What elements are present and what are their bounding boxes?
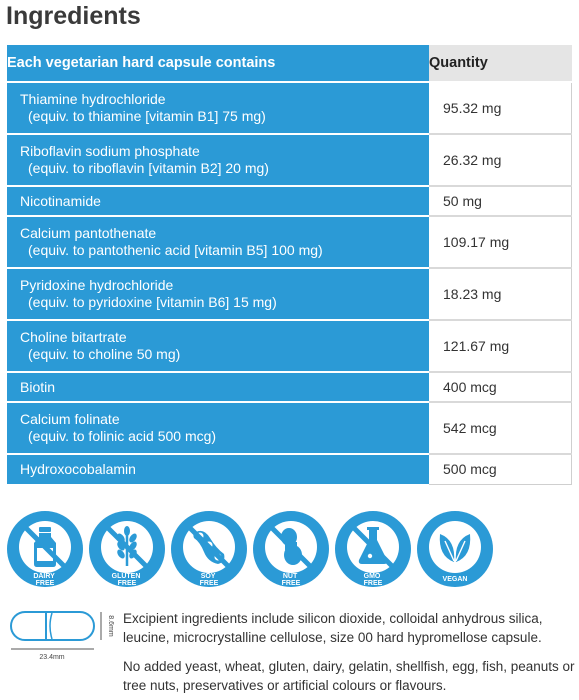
capsule-width-label: 8.6mm [107,615,114,637]
dietary-badges: DAIRY FREE GLUTEN FREE [6,510,566,590]
badge-label-line1: GMO [364,573,381,580]
svg-text:VEGAN: VEGAN [443,576,468,583]
table-row: Calcium pantothenate (equiv. to pantothe… [7,215,572,268]
badge-label-line2: FREE [36,580,55,587]
table-row: Choline bitartrate (equiv. to choline 50… [7,319,572,372]
ingredient-equivalent: (equiv. to riboflavin [vitamin B2] 20 mg… [28,160,269,176]
svg-text:NUT FREE: NUT FREE [282,573,301,587]
table-row: Riboflavin sodium phosphate (equiv. to r… [7,133,572,186]
table-row: Biotin 400 mcg [7,371,572,402]
ingredient-equivalent: (equiv. to folinic acid 500 mcg) [28,428,217,444]
dairy-free-badge: DAIRY FREE [6,510,84,588]
capsule-length-label: 23.4mm [39,654,64,661]
badge-label-line2: FREE [118,580,137,587]
quantity-cell: 121.67 mg [429,319,572,372]
table-row: Hydroxocobalamin 500 mcg [7,453,572,485]
ingredient-name: Nicotinamide [20,192,101,209]
ingredient-cell: Thiamine hydrochloride (equiv. to thiami… [7,81,429,134]
ingredient-name: Pyridoxine hydrochloride [20,277,174,293]
leaves-icon [439,534,471,562]
ingredient-cell: Riboflavin sodium phosphate (equiv. to r… [7,133,429,186]
ingredient-cell: Nicotinamide [7,185,429,216]
capsule-icon [10,611,95,641]
table-row: Calcium folinate (equiv. to folinic acid… [7,401,572,454]
no-added-note: No added yeast, wheat, gluten, dairy, ge… [123,659,575,693]
ingredient-cell: Pyridoxine hydrochloride (equiv. to pyri… [7,267,429,320]
excipients-note: Excipient ingredients include silicon di… [123,611,543,645]
quantity-cell: 18.23 mg [429,267,572,320]
ingredient-name: Thiamine hydrochloride [20,91,166,107]
vegan-badge: VEGAN [416,510,494,588]
badge-label-line2: FREE [364,580,383,587]
ingredient-name: Choline bitartrate [20,329,127,345]
prohibition-slash-icon [352,526,394,568]
ingredient-name: Riboflavin sodium phosphate [20,143,200,159]
ingredient-cell: Calcium pantothenate (equiv. to pantothe… [7,215,429,268]
ingredient-name: Calcium folinate [20,411,120,427]
nut-free-badge: NUT FREE [252,510,330,588]
quantity-cell: 542 mcg [429,401,572,454]
prohibition-slash-icon [106,526,148,568]
quantity-cell: 26.32 mg [429,133,572,186]
quantity-cell: 400 mcg [429,371,572,402]
ingredient-cell: Hydroxocobalamin [7,453,429,484]
ingredient-cell: Choline bitartrate (equiv. to choline 50… [7,319,429,372]
ingredient-name: Hydroxocobalamin [20,461,136,477]
quantity-cell: 500 mcg [429,453,572,485]
svg-text:GLUTEN FREE: GLUTEN FREE [112,573,143,587]
ingredients-table: Each vegetarian hard capsule contains Qu… [7,45,572,485]
ingredient-equivalent: (equiv. to choline 50 mg) [28,346,181,362]
prohibition-slash-icon [24,526,66,568]
page-title: Ingredients [6,2,141,30]
capsule-diagram: 23.4mm 8.6mm [8,606,118,664]
gmo-free-badge: GMO FREE [334,510,412,588]
table-row: Nicotinamide 50 mg [7,185,572,216]
svg-text:GMO FREE: GMO FREE [364,573,383,587]
quantity-cell: 95.32 mg [429,82,572,134]
table-row: Pyridoxine hydrochloride (equiv. to pyri… [7,267,572,320]
ingredient-cell: Biotin [7,371,429,402]
badge-label-line2: FREE [282,580,301,587]
header-ingredient: Each vegetarian hard capsule contains [7,45,429,83]
svg-text:DAIRY FREE: DAIRY FREE [33,573,56,587]
header-quantity: Quantity [429,45,572,83]
ingredient-equivalent: (equiv. to pyridoxine [vitamin B6] 15 mg… [28,294,277,310]
ingredient-equivalent: (equiv. to pantothenic acid [vitamin B5]… [28,242,323,258]
soy-free-badge: SOY FREE [170,510,248,588]
badge-label-line1: DAIRY [33,573,55,580]
quantity-cell: 50 mg [429,185,572,216]
badge-label-line2: FREE [200,580,219,587]
quantity-cell: 109.17 mg [429,215,572,268]
ingredient-name: Biotin [20,378,56,395]
prohibition-slash-icon [270,526,312,568]
ingredient-name: Calcium pantothenate [20,225,157,241]
badge-label-line1: GLUTEN [112,573,141,580]
ingredient-cell: Calcium folinate (equiv. to folinic acid… [7,401,429,454]
table-row: Thiamine hydrochloride (equiv. to thiami… [7,81,572,134]
ingredient-equivalent: (equiv. to thiamine [vitamin B1] 75 mg) [28,108,266,124]
badge-label-line1: NUT [283,573,298,580]
svg-text:SOY FREE: SOY FREE [200,573,219,587]
gluten-free-badge: GLUTEN FREE [88,510,166,588]
prohibition-slash-icon [188,526,230,568]
badge-label-line1: SOY [201,573,216,580]
badge-label-line1: VEGAN [443,576,468,583]
